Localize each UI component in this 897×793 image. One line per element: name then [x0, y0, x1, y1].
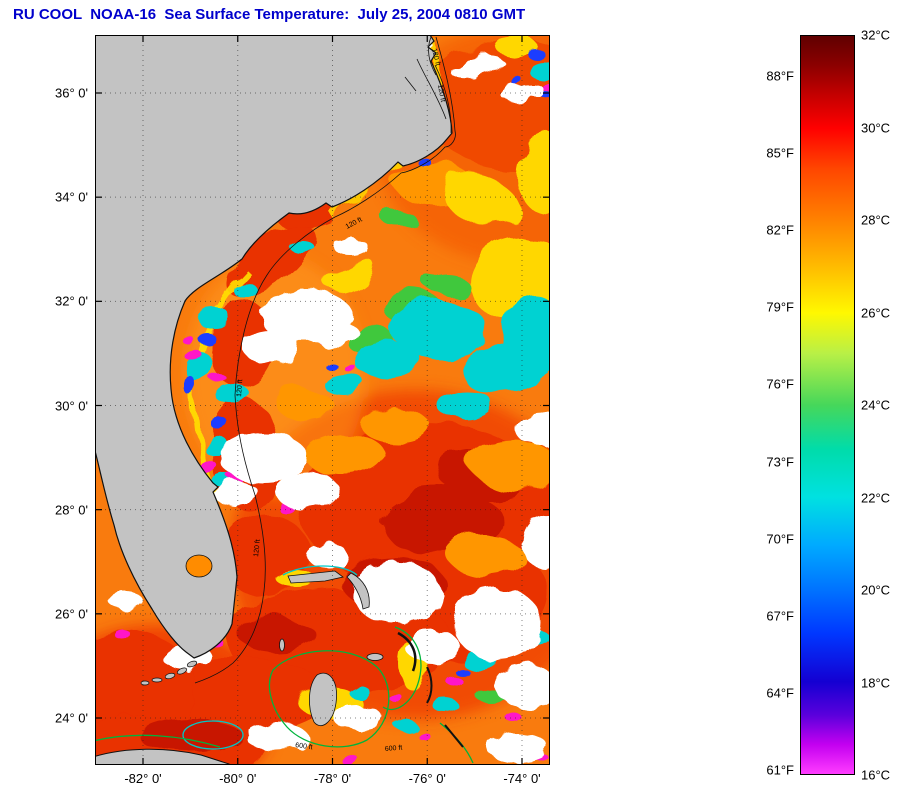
contour-label-120ft: 120 ft — [253, 539, 262, 557]
colorbar-fahrenheit-label: 67°F — [766, 608, 794, 624]
figure-title: RU COOL NOAA-16 Sea Surface Temperature:… — [13, 6, 526, 23]
cloud-cover — [108, 40, 550, 761]
y-axis-label: 24° 0' — [55, 710, 88, 726]
sst-map-canvas: 120 ft 120 ft 120 ft 120 ft 120 ft 600 f… — [95, 35, 550, 765]
colorbar-fahrenheit-label: 82°F — [766, 222, 794, 238]
colorbar-celsius-label: 30°C — [861, 120, 891, 135]
x-axis-label: -76° 0' — [408, 771, 446, 786]
contour-label-120ft: 120 ft — [436, 84, 446, 103]
map-plot: 120 ft 120 ft 120 ft 120 ft 120 ft 600 f… — [95, 35, 550, 765]
colorbar-celsius-label: 22°C — [861, 490, 891, 505]
colorbar-celsius-label: 26°C — [861, 305, 891, 320]
colorbar — [800, 35, 855, 775]
colorbar-celsius-label: 28°C — [861, 212, 891, 228]
colorbar-gradient — [801, 36, 854, 774]
y-axis-label: 36° 0' — [55, 85, 88, 101]
estuary-lines — [404, 36, 452, 134]
y-axis-label: 32° 0' — [55, 293, 88, 309]
colorbar-fahrenheit-label: 73°F — [766, 454, 794, 470]
colorbar-fahrenheit-label: 79°F — [766, 299, 794, 315]
colorbar-fahrenheit-label: 85°F — [766, 145, 794, 161]
grid-lines — [95, 35, 550, 765]
y-axis-label: 26° 0' — [55, 606, 88, 622]
colorbar-fahrenheit-label: 61°F — [766, 762, 794, 778]
contour-label-120ft: 120 ft — [236, 379, 244, 397]
colorbar-celsius-label: 20°C — [861, 582, 891, 598]
y-axis-label: 34° 0' — [55, 189, 88, 205]
bahamas-islands — [279, 570, 464, 748]
land-mass — [95, 35, 453, 659]
colorbar-fahrenheit-label: 76°F — [766, 376, 794, 392]
contour-label-600ft: 600 ft — [385, 744, 403, 753]
sst-detail-blobs — [95, 37, 550, 765]
lake-okeechobee — [185, 554, 213, 578]
x-axis-label: -78° 0' — [313, 771, 352, 786]
colorbar-celsius-label: 16°C — [861, 767, 891, 783]
y-axis-label: 28° 0' — [55, 502, 88, 518]
contour-label-120ft: 120 ft — [430, 48, 441, 67]
plot-border — [95, 35, 550, 765]
axis-ticks — [95, 35, 550, 765]
colorbar-fahrenheit-label: 70°F — [766, 531, 794, 547]
colorbar-celsius-label: 18°C — [861, 675, 891, 690]
colorbar-fahrenheit-label: 88°F — [766, 68, 794, 84]
colorbar-celsius-label: 32°C — [861, 27, 891, 43]
contour-label-600ft: 600 ft — [295, 742, 313, 751]
shelf-contour-120ft — [194, 36, 456, 684]
x-axis-label: -80° 0' — [219, 771, 257, 786]
x-axis-label: -74° 0' — [503, 771, 541, 786]
colorbar-celsius-label: 24°C — [861, 397, 891, 413]
colorbar-fahrenheit-label: 64°F — [766, 685, 794, 701]
x-axis-label: -82° 0' — [124, 771, 162, 786]
y-axis-label: 30° 0' — [55, 398, 88, 413]
florida-keys — [140, 660, 198, 686]
